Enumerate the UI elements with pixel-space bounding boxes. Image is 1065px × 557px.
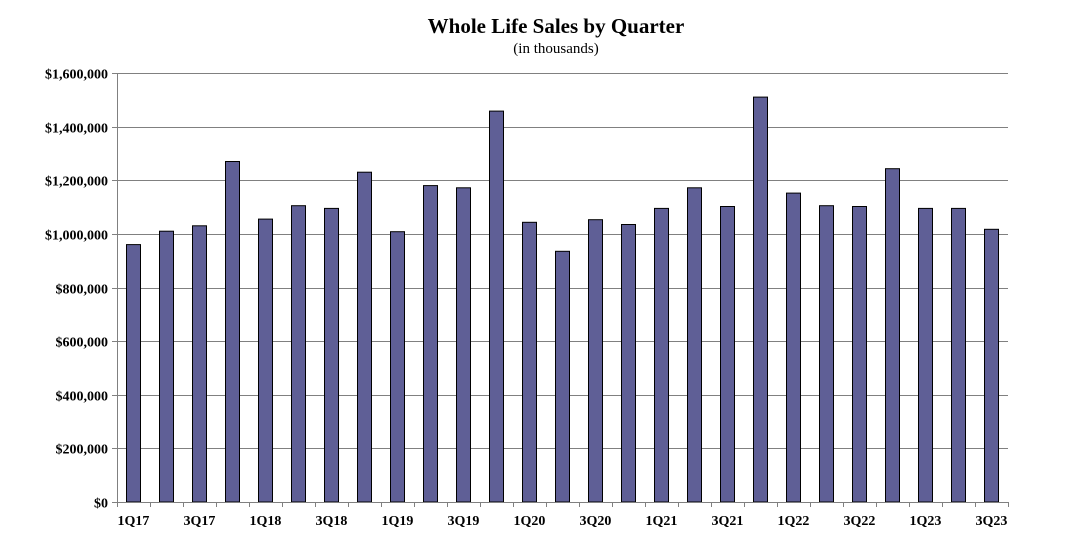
bar-1Q23 <box>918 207 933 503</box>
y-tick-label: $1,200,000 <box>45 175 108 190</box>
bar-3Q23 <box>984 228 999 503</box>
y-tick-label: $1,600,000 <box>45 68 108 83</box>
y-tick-label: $600,000 <box>56 336 109 351</box>
y-tick-label: $200,000 <box>56 443 109 458</box>
bar-4Q18 <box>357 171 372 503</box>
x-tick-label: 3Q20 <box>580 514 612 529</box>
y-tick-label: $0 <box>94 497 108 512</box>
y-tick-label: $1,400,000 <box>45 122 108 137</box>
bar-2Q23 <box>951 207 966 503</box>
x-tick-label: 1Q20 <box>514 514 546 529</box>
bars <box>126 96 999 503</box>
bar-4Q19 <box>489 110 504 503</box>
x-tick-label: 3Q18 <box>316 514 348 529</box>
bar-3Q21 <box>720 206 735 503</box>
bar-2Q20 <box>555 250 570 503</box>
x-tick-label: 3Q17 <box>184 514 216 529</box>
chart-subtitle: (in thousands) <box>513 41 599 57</box>
y-tick-label: $400,000 <box>56 390 109 405</box>
bar-4Q21 <box>753 96 768 503</box>
x-tick-label: 3Q23 <box>976 514 1008 529</box>
x-tick-label: 1Q18 <box>250 514 282 529</box>
x-tick-label: 1Q21 <box>646 514 678 529</box>
bar-3Q18 <box>324 207 339 503</box>
x-tick-label: 3Q19 <box>448 514 480 529</box>
x-tick-label: 1Q22 <box>778 514 810 529</box>
bar-1Q18 <box>258 218 273 503</box>
bar-2Q19 <box>423 185 438 503</box>
bar-4Q22 <box>885 168 900 503</box>
bar-3Q19 <box>456 187 471 503</box>
y-tick-label: $1,000,000 <box>45 229 108 244</box>
bar-2Q21 <box>687 187 702 503</box>
x-tick-label: 1Q17 <box>118 514 150 529</box>
bar-1Q17 <box>126 244 141 503</box>
bar-1Q22 <box>786 192 801 503</box>
bar-4Q17 <box>225 161 240 503</box>
y-tick-label: $800,000 <box>56 283 109 298</box>
bar-2Q18 <box>291 205 306 503</box>
bar-1Q19 <box>390 231 405 503</box>
bar-2Q17 <box>159 230 174 503</box>
x-tick-labels: 1Q17 3Q17 1Q18 3Q18 1Q19 3Q19 1Q20 3Q20 1Q21 3Q21… <box>118 514 1008 529</box>
bar-4Q20 <box>621 224 636 503</box>
bar-3Q17 <box>192 225 207 503</box>
x-tick-label: 1Q23 <box>910 514 942 529</box>
bar-3Q20 <box>588 219 603 503</box>
bar-1Q20 <box>522 221 537 503</box>
axes <box>112 73 1009 507</box>
x-tick-label: 1Q19 <box>382 514 414 529</box>
y-tick-labels: $0 $200,000 $400,000 $600,000 $800,000 $1,000… <box>45 68 108 512</box>
bar-3Q22 <box>852 206 867 503</box>
bar-2Q22 <box>819 205 834 503</box>
bar-1Q21 <box>654 207 669 503</box>
chart-title: Whole Life Sales by Quarter <box>427 14 685 38</box>
x-tick-label: 3Q21 <box>712 514 744 529</box>
x-tick-label: 3Q22 <box>844 514 876 529</box>
